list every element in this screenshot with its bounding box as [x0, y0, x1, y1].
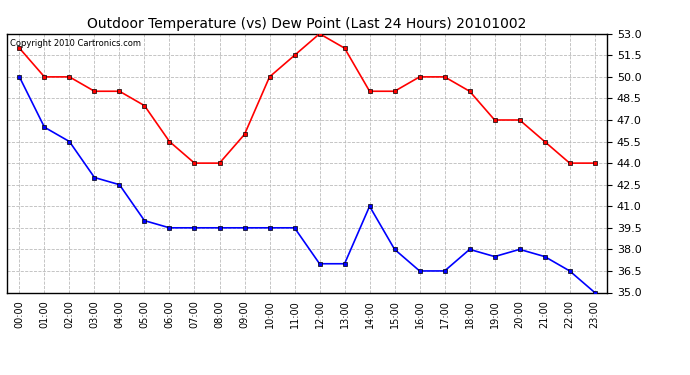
Title: Outdoor Temperature (vs) Dew Point (Last 24 Hours) 20101002: Outdoor Temperature (vs) Dew Point (Last… [88, 17, 526, 31]
Text: Copyright 2010 Cartronics.com: Copyright 2010 Cartronics.com [10, 39, 141, 48]
